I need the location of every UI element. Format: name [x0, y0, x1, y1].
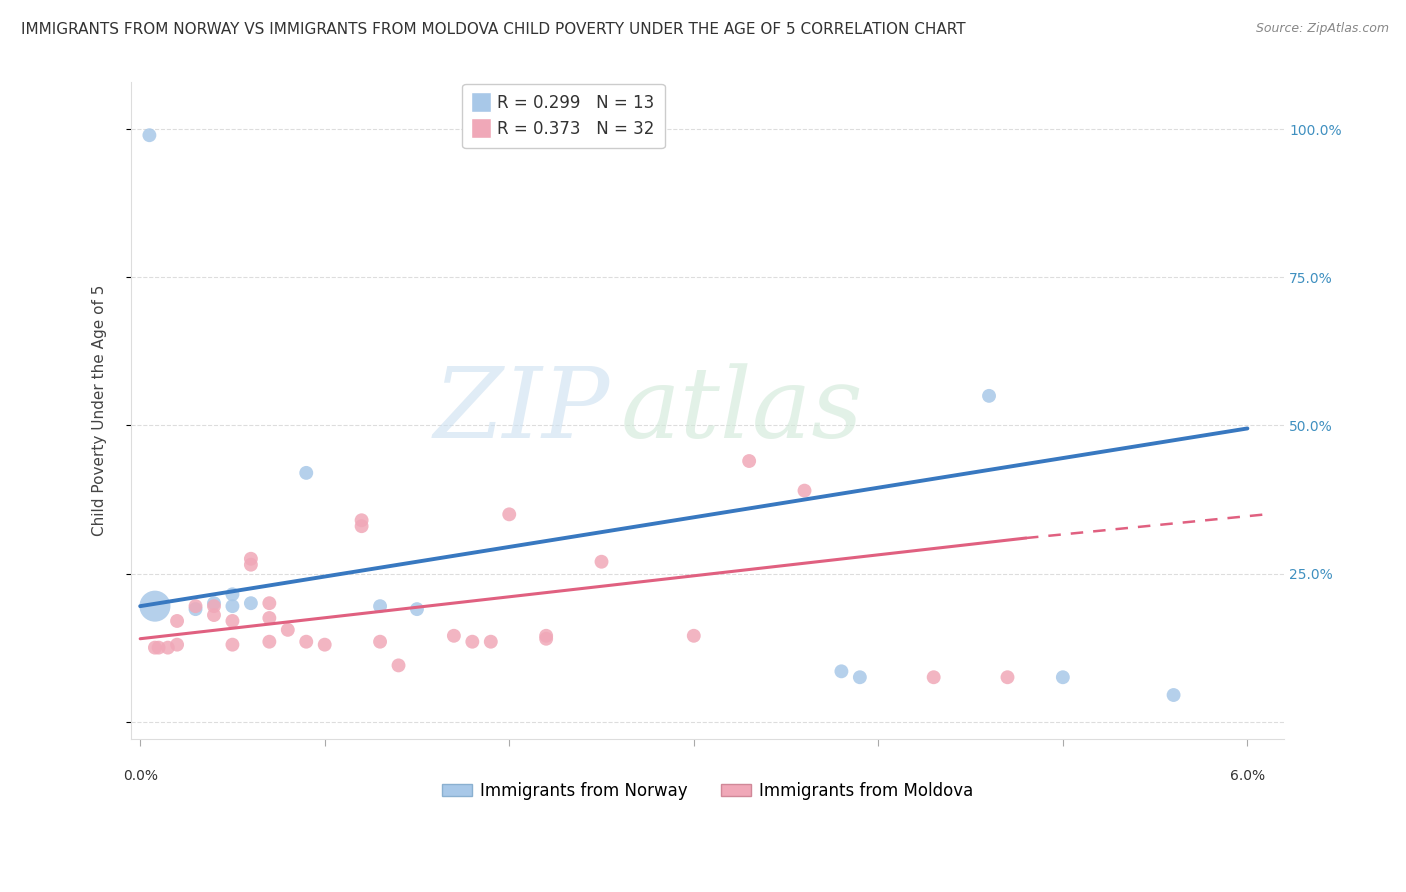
Text: ZIP: ZIP	[433, 363, 610, 458]
Point	[202, 596, 225, 610]
Point	[977, 389, 1000, 403]
Point	[479, 634, 502, 648]
Text: IMMIGRANTS FROM NORWAY VS IMMIGRANTS FROM MOLDOVA CHILD POVERTY UNDER THE AGE OF: IMMIGRANTS FROM NORWAY VS IMMIGRANTS FRO…	[21, 22, 966, 37]
Text: 0.0%: 0.0%	[122, 769, 157, 783]
Point	[922, 670, 945, 684]
Point	[221, 587, 243, 601]
Point	[221, 638, 243, 652]
Point	[184, 602, 207, 616]
Point	[498, 508, 520, 522]
Point	[591, 555, 613, 569]
Point	[461, 634, 484, 648]
Text: Source: ZipAtlas.com: Source: ZipAtlas.com	[1256, 22, 1389, 36]
Point	[259, 634, 281, 648]
Point	[277, 623, 299, 637]
Point	[534, 632, 557, 646]
Point	[350, 513, 373, 527]
Point	[682, 629, 704, 643]
Point	[1163, 688, 1185, 702]
Point	[534, 629, 557, 643]
Point	[350, 519, 373, 533]
Point	[202, 599, 225, 614]
Point	[143, 599, 166, 614]
Point	[259, 596, 281, 610]
Point	[166, 614, 188, 628]
Point	[368, 599, 391, 614]
Legend: Immigrants from Norway, Immigrants from Moldova: Immigrants from Norway, Immigrants from …	[434, 775, 980, 806]
Point	[202, 608, 225, 623]
Point	[148, 640, 170, 655]
Y-axis label: Child Poverty Under the Age of 5: Child Poverty Under the Age of 5	[93, 285, 107, 536]
Point	[239, 551, 262, 566]
Point	[997, 670, 1019, 684]
Point	[793, 483, 815, 498]
Point	[1052, 670, 1074, 684]
Point	[314, 638, 336, 652]
Point	[259, 611, 281, 625]
Point	[443, 629, 465, 643]
Point	[221, 614, 243, 628]
Point	[295, 466, 318, 480]
Point	[239, 558, 262, 572]
Point	[295, 634, 318, 648]
Text: atlas: atlas	[621, 363, 863, 458]
Point	[849, 670, 872, 684]
Point	[143, 640, 166, 655]
Point	[156, 640, 179, 655]
Text: 6.0%: 6.0%	[1230, 769, 1265, 783]
Point	[184, 599, 207, 614]
Point	[221, 599, 243, 614]
Point	[387, 658, 409, 673]
Point	[738, 454, 761, 468]
Point	[138, 128, 160, 143]
Point	[239, 596, 262, 610]
Point	[830, 665, 852, 679]
Point	[166, 638, 188, 652]
Point	[368, 634, 391, 648]
Point	[406, 602, 429, 616]
